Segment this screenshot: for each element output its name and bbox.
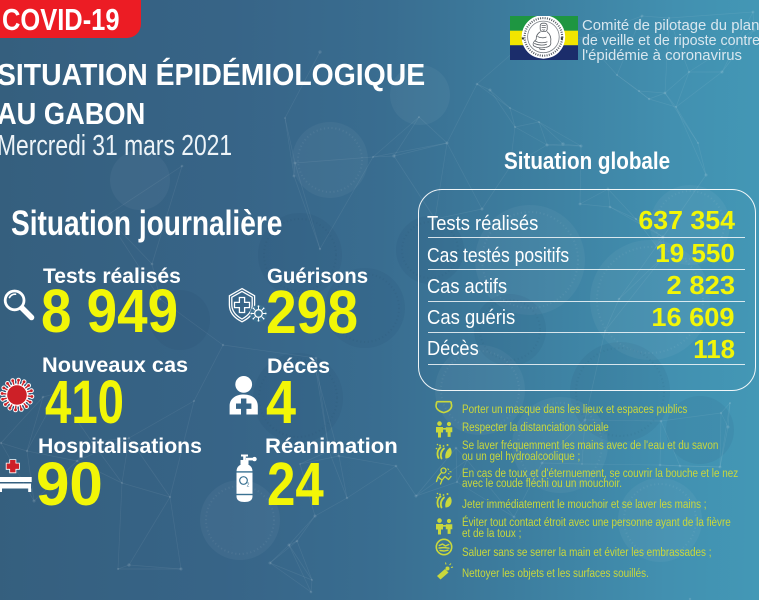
svg-text:2: 2 xyxy=(247,483,250,489)
